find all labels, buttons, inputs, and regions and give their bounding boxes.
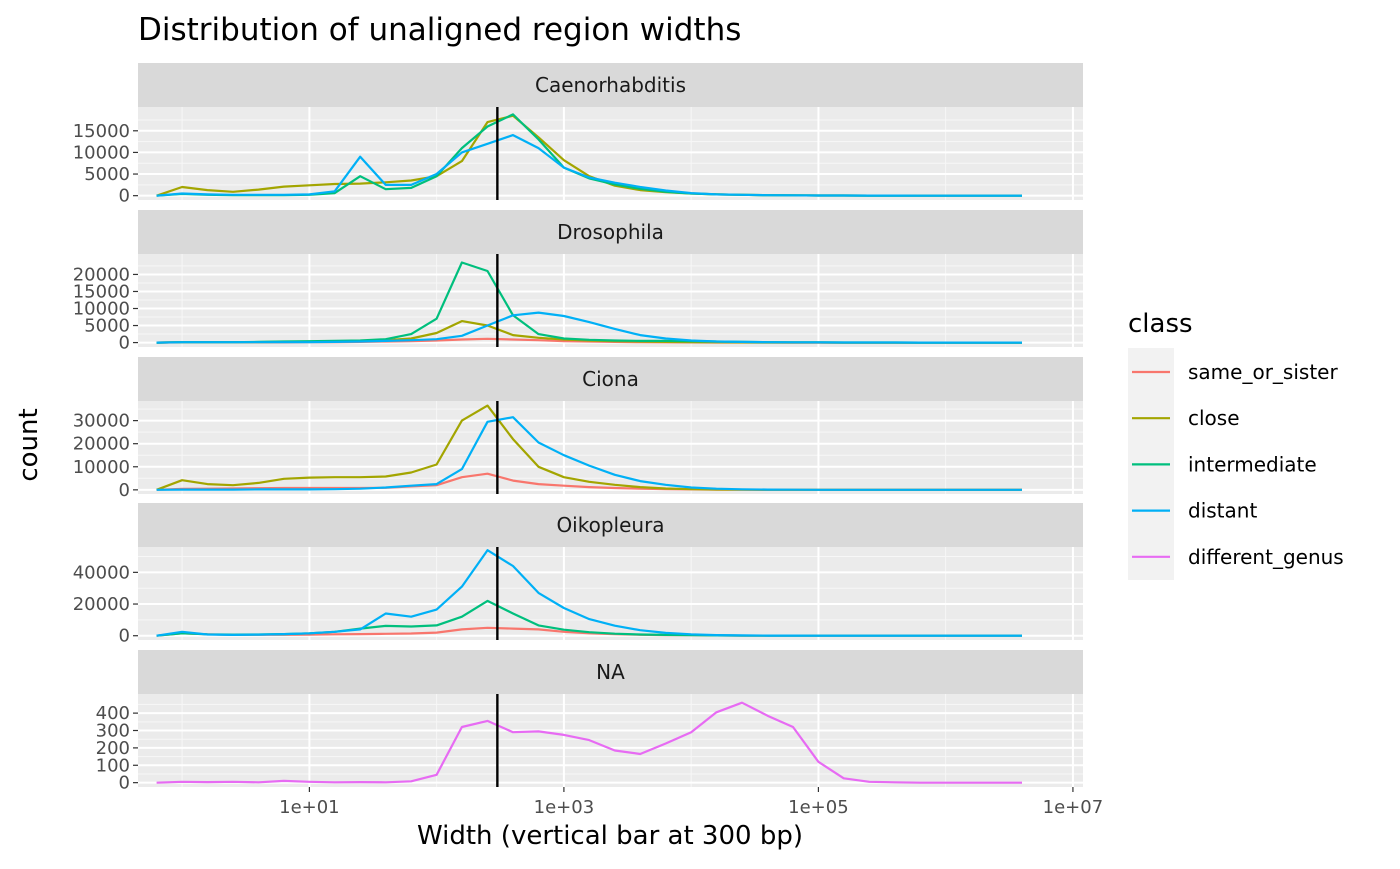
series-line-distant: [156, 416, 1022, 491]
y-tick-label: 30000: [73, 411, 130, 432]
strip-background: [138, 210, 1083, 254]
legend-item-close: close: [1132, 406, 1240, 430]
y-tick-label: 5000: [84, 164, 130, 185]
x-tick-label: 1e+01: [279, 797, 340, 818]
strip-background: [138, 357, 1083, 401]
y-tick-label: 10000: [73, 142, 130, 163]
y-tick-label: 5000: [84, 316, 130, 337]
facet-panels: Caenorhabditis050001000015000Drosophila0…: [73, 63, 1103, 818]
series-line-distant: [156, 549, 1022, 637]
y-tick-label: 10000: [73, 299, 130, 320]
y-tick-label: 10000: [73, 457, 130, 478]
strip-label: Drosophila: [557, 220, 664, 244]
chart-title: Distribution of unaligned region widths: [138, 12, 741, 48]
legend-item-distant: distant: [1132, 499, 1257, 523]
y-tick-label: 100: [96, 755, 130, 776]
y-tick-label: 40000: [73, 562, 130, 583]
y-axis-title: count: [14, 408, 44, 481]
panel-background: [138, 694, 1083, 787]
y-tick-label: 400: [96, 703, 130, 724]
y-tick-label: 15000: [73, 121, 130, 142]
series-line-distant: [156, 134, 1022, 197]
strip-background: [138, 63, 1083, 107]
y-tick-label: 0: [119, 626, 130, 647]
series-line-different_genus: [156, 701, 1022, 784]
y-tick-label: 20000: [73, 264, 130, 285]
strip-background: [138, 503, 1083, 547]
y-tick-label: 0: [119, 186, 130, 207]
legend-label: same_or_sister: [1188, 360, 1338, 384]
legend-label: distant: [1188, 499, 1257, 523]
strip-label: Oikopleura: [556, 513, 664, 537]
x-tick-label: 1e+07: [1043, 797, 1104, 818]
series-line-distant: [156, 311, 1022, 344]
y-tick-label: 0: [119, 773, 130, 794]
y-tick-label: 20000: [73, 594, 130, 615]
panel-background: [138, 254, 1083, 347]
strip-label: NA: [596, 660, 625, 684]
y-tick-label: 200: [96, 738, 130, 759]
legend-label: different_genus: [1188, 545, 1344, 569]
legend-label: intermediate: [1188, 452, 1317, 476]
strip-label: Caenorhabditis: [535, 73, 686, 97]
y-tick-label: 300: [96, 721, 130, 742]
y-tick-label: 20000: [73, 434, 130, 455]
x-tick-label: 1e+05: [788, 797, 849, 818]
legend-label: close: [1188, 406, 1240, 430]
strip-label: Ciona: [582, 367, 639, 391]
y-tick-label: 0: [119, 333, 130, 354]
legend-title: class: [1128, 309, 1193, 339]
x-tick-label: 1e+03: [534, 797, 595, 818]
legend-item-different_genus: different_genus: [1132, 545, 1344, 569]
y-tick-label: 15000: [73, 281, 130, 302]
legend-item-intermediate: intermediate: [1132, 452, 1317, 476]
y-tick-label: 0: [119, 480, 130, 501]
panel-background: [138, 547, 1083, 640]
panel-oikopleura: Oikopleura 0 20000 40000: [73, 503, 1083, 647]
strip-background: [138, 650, 1083, 694]
legend-item-same_or_sister: same_or_sister: [1132, 360, 1338, 384]
x-axis-title: Width (vertical bar at 300 bp): [417, 821, 803, 851]
